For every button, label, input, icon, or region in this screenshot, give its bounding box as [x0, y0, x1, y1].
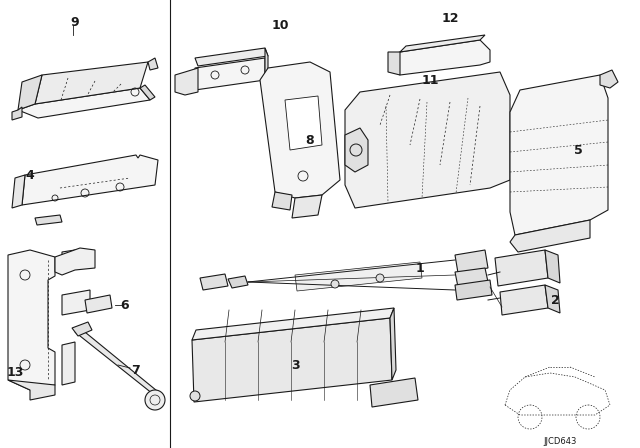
Circle shape [145, 390, 165, 410]
Polygon shape [292, 195, 322, 218]
Text: 9: 9 [70, 16, 79, 29]
Polygon shape [285, 96, 322, 150]
Polygon shape [265, 48, 268, 80]
Polygon shape [55, 248, 95, 275]
Polygon shape [35, 215, 62, 225]
Polygon shape [195, 48, 268, 66]
Polygon shape [388, 52, 400, 75]
Polygon shape [455, 250, 488, 273]
Polygon shape [8, 380, 55, 400]
Polygon shape [12, 107, 22, 120]
Text: 4: 4 [26, 168, 35, 181]
Polygon shape [18, 75, 42, 110]
Polygon shape [62, 342, 75, 385]
Text: 3: 3 [291, 358, 300, 371]
Polygon shape [495, 250, 548, 286]
Polygon shape [62, 250, 75, 270]
Text: JJCD643: JJCD643 [543, 436, 577, 445]
Polygon shape [140, 85, 155, 100]
Text: 10: 10 [271, 18, 289, 31]
Text: 12: 12 [441, 12, 459, 25]
Polygon shape [345, 128, 368, 172]
Polygon shape [455, 268, 488, 287]
Polygon shape [600, 70, 618, 88]
Text: 1: 1 [415, 262, 424, 275]
Polygon shape [195, 58, 265, 90]
Polygon shape [8, 250, 55, 390]
Polygon shape [392, 40, 490, 75]
Polygon shape [400, 35, 485, 52]
Polygon shape [260, 62, 340, 198]
Polygon shape [455, 280, 492, 300]
Polygon shape [85, 295, 112, 313]
Circle shape [190, 391, 200, 401]
Polygon shape [295, 262, 422, 291]
Text: 8: 8 [306, 134, 314, 146]
Polygon shape [62, 290, 90, 315]
Polygon shape [192, 308, 394, 340]
Polygon shape [200, 274, 228, 290]
Polygon shape [75, 328, 162, 398]
Polygon shape [175, 68, 198, 95]
Text: 2: 2 [550, 293, 559, 306]
Polygon shape [18, 88, 150, 118]
Circle shape [376, 274, 384, 282]
Polygon shape [500, 285, 548, 315]
Polygon shape [390, 308, 396, 380]
Polygon shape [35, 62, 148, 104]
Polygon shape [12, 175, 25, 208]
Polygon shape [510, 220, 590, 252]
Polygon shape [72, 322, 92, 336]
Circle shape [331, 280, 339, 288]
Text: 7: 7 [131, 363, 140, 376]
Polygon shape [345, 72, 510, 208]
Text: 6: 6 [121, 298, 129, 311]
Text: 5: 5 [573, 143, 582, 156]
Polygon shape [272, 192, 292, 210]
Polygon shape [545, 285, 560, 313]
Text: 13: 13 [6, 366, 24, 379]
Polygon shape [370, 378, 418, 407]
Polygon shape [148, 58, 158, 70]
Polygon shape [545, 250, 560, 283]
Polygon shape [22, 155, 158, 205]
Text: 11: 11 [421, 73, 439, 86]
Polygon shape [228, 276, 248, 288]
Polygon shape [192, 318, 392, 402]
Polygon shape [510, 75, 608, 235]
